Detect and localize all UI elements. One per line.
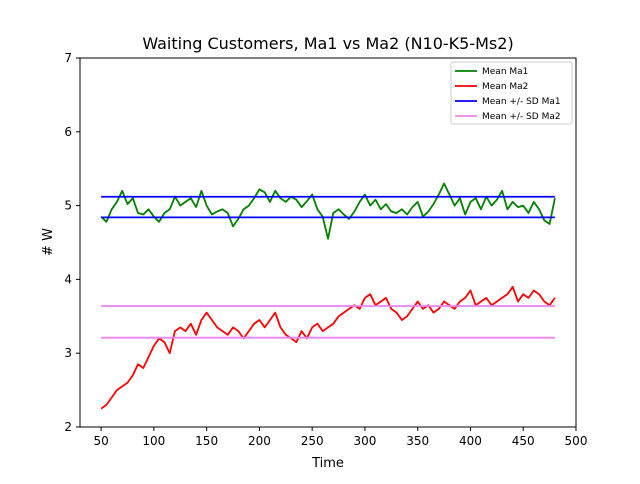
- legend-label: Mean +/- SD Ma1: [482, 97, 561, 107]
- x-tick-label: 250: [301, 434, 324, 448]
- x-tick-label: 450: [512, 434, 535, 448]
- legend-label: Mean Ma1: [482, 67, 528, 77]
- x-tick-label: 150: [195, 434, 218, 448]
- y-tick-label: 6: [64, 125, 72, 139]
- axes: 50 100 150 200 250 300 350 400 450 500 2 3 4 5 6 7: [64, 51, 587, 448]
- y-axis-label: # W: [41, 228, 56, 256]
- x-tick-label: 100: [142, 434, 165, 448]
- legend-label: Mean +/- SD Ma2: [482, 112, 561, 122]
- x-axis-label: Time: [311, 456, 344, 471]
- series-2-line: [100, 285, 556, 410]
- legend-box: [450, 61, 573, 125]
- legend-label: Mean Ma2: [482, 82, 528, 92]
- y-tick-label: 2: [64, 420, 72, 434]
- chart-title: Waiting Customers, Ma1 vs Ma2 (N10-K5-Ms…: [142, 34, 513, 53]
- y-tick-label: 4: [64, 272, 72, 286]
- x-tick-label: 50: [93, 434, 108, 448]
- series-1-line: [100, 182, 556, 240]
- x-tick-label: 350: [406, 434, 429, 448]
- x-tick-label: 400: [459, 434, 482, 448]
- x-tick-label: 200: [248, 434, 271, 448]
- x-tick-label: 500: [565, 434, 588, 448]
- y-tick-label: 3: [64, 346, 72, 360]
- y-tick-label: 7: [64, 51, 72, 65]
- y-tick-label: 5: [64, 199, 72, 213]
- axes-frame: [79, 57, 577, 428]
- x-tick-label: 300: [353, 434, 376, 448]
- legend: Mean Ma1 Mean Ma2 Mean +/- SD Ma1 Mean +/- …: [450, 61, 573, 125]
